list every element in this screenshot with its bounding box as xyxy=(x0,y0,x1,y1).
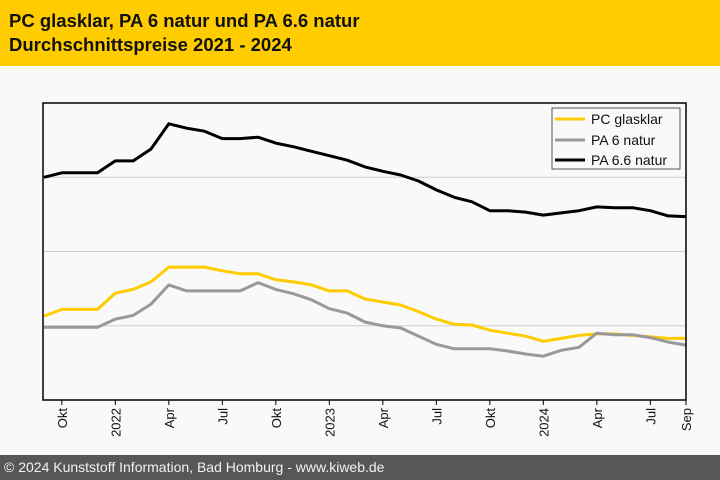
x-tick-label: Apr xyxy=(590,407,605,428)
chart-title: PC glasklar, PA 6 natur und PA 6.6 natur xyxy=(9,10,360,31)
copyright-text: © 2024 Kunststoff Information, Bad Hombu… xyxy=(4,459,385,475)
x-axis-ticks: Okt 2022 Apr Jul Okt 2023 Apr Jul Okt 2024 Apr Jul S… xyxy=(55,400,694,437)
x-tick-label: Jul xyxy=(429,408,444,425)
line-chart: Okt 2022 Apr Jul Okt 2023 Apr Jul Okt 2024 Apr Jul S… xyxy=(42,102,694,437)
series-line-pc-glasklar xyxy=(43,265,686,343)
x-tick-label: 2022 xyxy=(108,408,123,437)
gridlines xyxy=(43,176,686,327)
legend-label-pc-glasklar: PC glasklar xyxy=(591,111,663,127)
legend-label-pa6-natur: PA 6 natur xyxy=(591,132,656,148)
title-banner: PC glasklar, PA 6 natur und PA 6.6 natur… xyxy=(0,0,720,66)
chart-subtitle: Durchschnittspreise 2021 - 2024 xyxy=(9,34,292,55)
x-tick-label: Apr xyxy=(376,407,391,428)
legend-label-pa66-natur: PA 6.6 natur xyxy=(591,152,667,168)
x-tick-label: Okt xyxy=(269,408,284,429)
series-lines xyxy=(43,122,687,358)
series-line-pa-6-6-natur xyxy=(43,122,687,219)
x-tick-label: Sep xyxy=(679,408,694,431)
x-tick-label: Jul xyxy=(643,408,658,425)
x-tick-label: Apr xyxy=(162,407,177,428)
legend: PC glasklar PA 6 natur PA 6.6 natur xyxy=(551,107,681,170)
x-tick-label: 2023 xyxy=(322,408,337,437)
plot-frame xyxy=(42,102,687,401)
x-tick-label: Okt xyxy=(483,408,498,429)
x-tick-label: 2024 xyxy=(536,408,551,437)
x-tick-label: Okt xyxy=(55,408,70,429)
copyright-footer: © 2024 Kunststoff Information, Bad Hombu… xyxy=(0,455,720,480)
series-line-pa-6-natur xyxy=(44,281,687,358)
x-tick-label: Jul xyxy=(215,408,230,425)
